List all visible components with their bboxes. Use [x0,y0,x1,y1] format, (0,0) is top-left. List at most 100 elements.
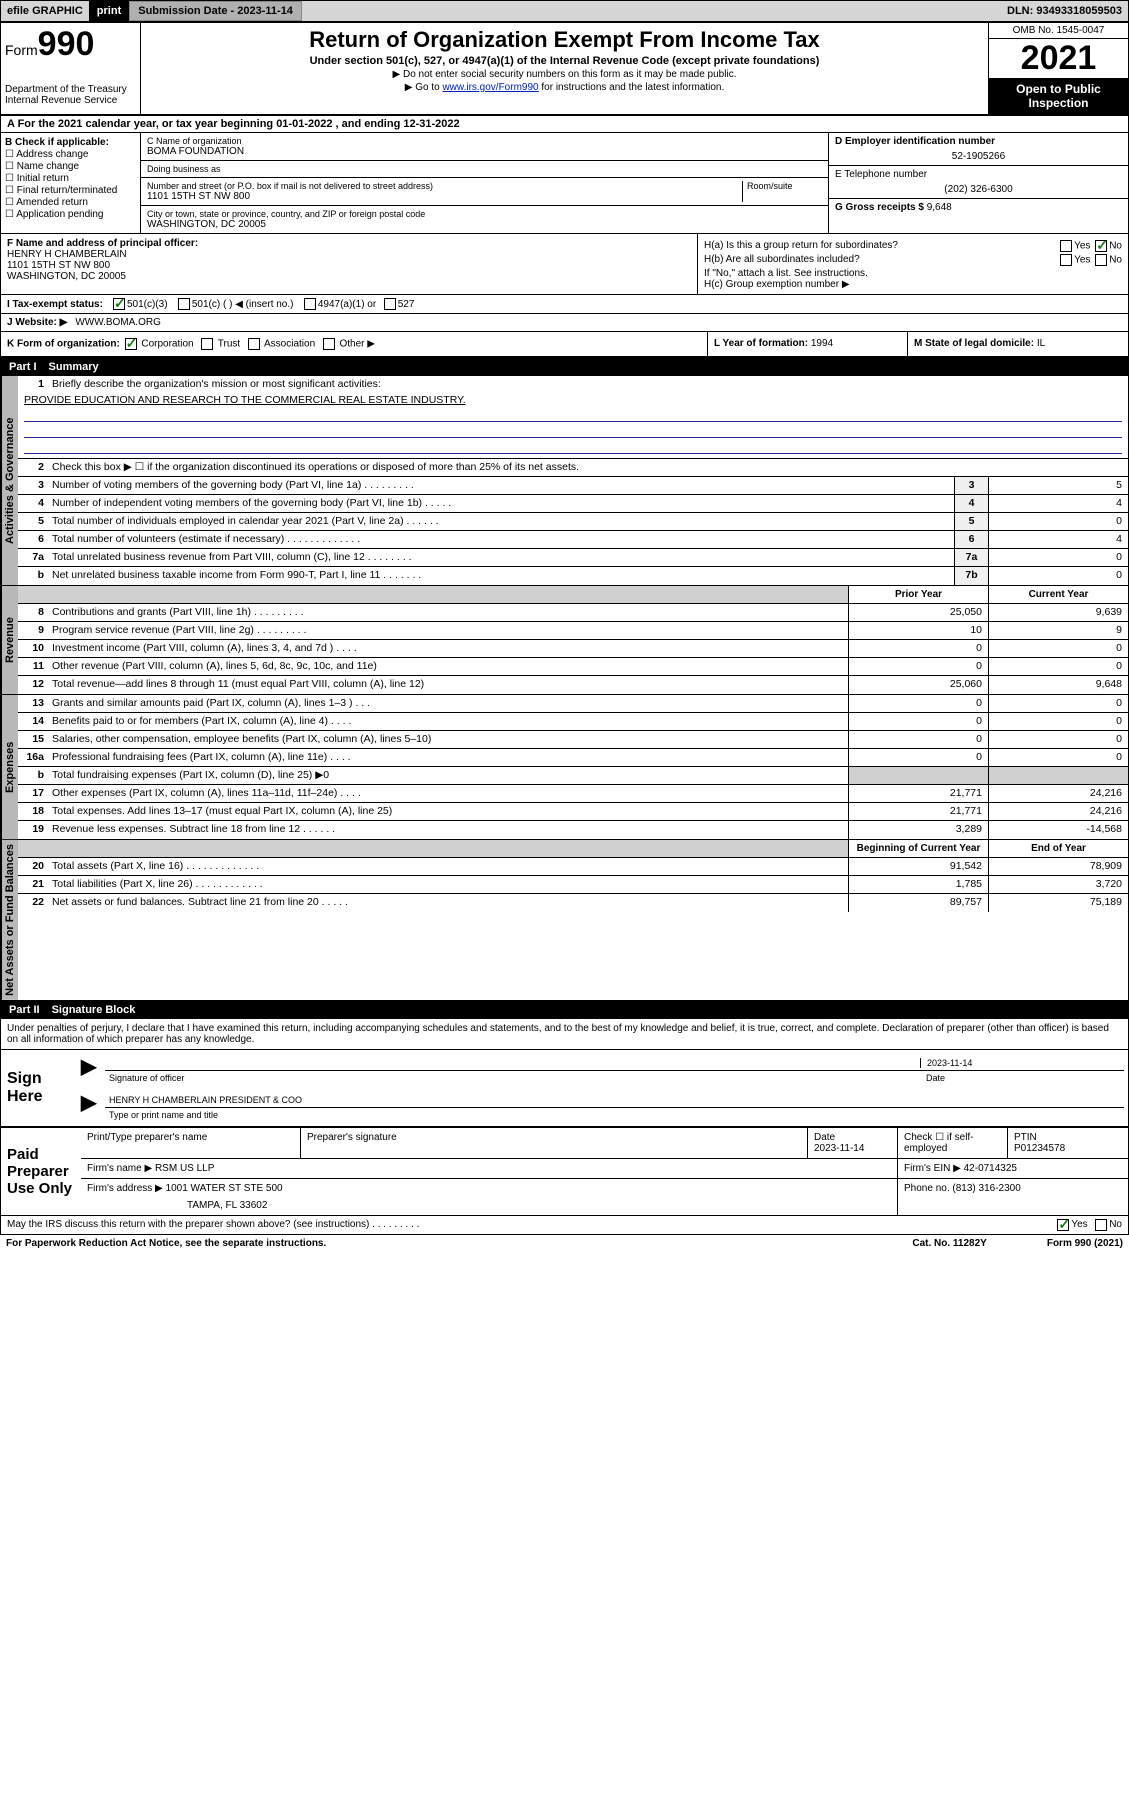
form-number: 990 [38,25,95,63]
p-name-label: Print/Type preparer's name [81,1128,301,1158]
firm-addr2: TAMPA, FL 33602 [187,1200,891,1211]
tab-net-assets: Net Assets or Fund Balances [1,840,18,1000]
row-m-state: M State of legal domicile: IL [908,332,1128,356]
sig-name: HENRY H CHAMBERLAIN PRESIDENT & COO [109,1095,1120,1105]
footer-left: For Paperwork Reduction Act Notice, see … [6,1238,326,1249]
paid-preparer-label: Paid Preparer Use Only [1,1128,81,1215]
tab-governance: Activities & Governance [1,376,18,585]
form-title: Return of Organization Exempt From Incom… [149,27,980,53]
table-row: 3 Number of voting members of the govern… [18,477,1128,495]
form-label: Form [5,42,38,58]
row-i-tax-status: I Tax-exempt status: 501(c)(3) 501(c) ( … [1,295,1128,314]
form-subtitle: Under section 501(c), 527, or 4947(a)(1)… [149,55,980,67]
table-row: 6 Total number of volunteers (estimate i… [18,531,1128,549]
sign-arrow-icon: ▶ [81,1054,96,1079]
efile-label: efile GRAPHIC [1,3,89,19]
room-label: Room/suite [747,181,822,191]
firm-ein: 42-0714325 [964,1163,1017,1174]
chk-address-change[interactable]: ☐ Address change [5,149,136,160]
line-1-label: Briefly describe the organization's miss… [48,376,1128,392]
table-row: 14 Benefits paid to or for members (Part… [18,713,1128,731]
table-row: 9 Program service revenue (Part VIII, li… [18,622,1128,640]
hb-note: If "No," attach a list. See instructions… [704,268,1122,279]
signature-intro: Under penalties of perjury, I declare th… [1,1019,1128,1049]
city-label: City or town, state or province, country… [147,209,822,219]
p-date-label: Date [814,1132,891,1143]
bottom-footer: For Paperwork Reduction Act Notice, see … [0,1235,1129,1252]
table-row: 13 Grants and similar amounts paid (Part… [18,695,1128,713]
table-row: 21 Total liabilities (Part X, line 26) .… [18,876,1128,894]
part-2-header: Part II Signature Block [1,1001,1128,1019]
paid-preparer-row: Paid Preparer Use Only Print/Type prepar… [1,1126,1128,1215]
footer-mid: Cat. No. 11282Y [912,1238,986,1249]
p-date: 2023-11-14 [814,1143,891,1154]
row-l-year: L Year of formation: 1994 [708,332,908,356]
row-a-tax-year: A For the 2021 calendar year, or tax yea… [1,116,1128,133]
table-row: 22 Net assets or fund balances. Subtract… [18,894,1128,912]
instructions-link[interactable]: www.irs.gov/Form990 [442,82,538,93]
row-i-label: I Tax-exempt status: [7,299,103,310]
hc-label: H(c) Group exemption number ▶ [704,279,1122,290]
chk-amended-return[interactable]: ☐ Amended return [5,197,136,208]
hb-no-checkbox[interactable] [1095,254,1107,266]
chk-501c3[interactable] [113,298,125,310]
org-name-label: C Name of organization [147,136,822,146]
dept-label: Department of the Treasury Internal Reve… [5,84,136,106]
phone-label: E Telephone number [835,169,1122,180]
dba-label: Doing business as [147,164,822,174]
form-header: Form990 Department of the Treasury Inter… [1,23,1128,116]
ha-no-checkbox[interactable] [1095,240,1107,252]
col-h-group: H(a) Is this a group return for subordin… [698,234,1128,294]
sig-date: 2023-11-14 [920,1058,1120,1068]
table-row: 19 Revenue less expenses. Subtract line … [18,821,1128,839]
col-b-checkboxes: B Check if applicable: ☐ Address change … [1,133,141,233]
addr-label: Number and street (or P.O. box if mail i… [147,181,742,191]
officer-addr2: WASHINGTON, DC 20005 [7,271,691,282]
table-row: 5 Total number of individuals employed i… [18,513,1128,531]
revenue-header: Prior Year Current Year [18,586,1128,604]
section-net-assets: Net Assets or Fund Balances Beginning of… [1,840,1128,1001]
p-ptin: P01234578 [1014,1143,1122,1154]
p-check-label: Check ☐ if self-employed [898,1128,1008,1158]
form-note-1: ▶ Do not enter social security numbers o… [149,69,980,80]
col-b-label: B Check if applicable: [5,137,136,148]
print-button[interactable]: print [89,1,129,21]
firm-phone-label: Phone no. [904,1183,950,1194]
chk-name-change[interactable]: ☐ Name change [5,161,136,172]
chk-corporation[interactable] [125,338,137,350]
sign-here-label: Sign Here [1,1050,81,1126]
table-row: 16a Professional fundraising fees (Part … [18,749,1128,767]
section-revenue: Revenue Prior Year Current Year 8 Contri… [1,586,1128,695]
tab-expenses: Expenses [1,695,18,839]
gross-receipts-label: G Gross receipts $ [835,202,924,213]
chk-application-pending[interactable]: ☐ Application pending [5,209,136,220]
col-f-officer: F Name and address of principal officer:… [1,234,698,294]
addr-value: 1101 15TH ST NW 800 [147,191,742,202]
chk-association[interactable] [248,338,260,350]
gross-receipts-value: 9,648 [927,202,952,213]
website-value: WWW.BOMA.ORG [75,317,161,328]
line-2-text: Check this box ▶ ☐ if the organization d… [48,459,1128,476]
chk-other[interactable] [323,338,335,350]
chk-4947[interactable] [304,298,316,310]
officer-label: F Name and address of principal officer: [7,238,691,249]
header-left: Form990 Department of the Treasury Inter… [1,23,141,114]
phone-value: (202) 326-6300 [835,184,1122,195]
table-row: 10 Investment income (Part VIII, column … [18,640,1128,658]
chk-501c[interactable] [178,298,190,310]
ha-yes-checkbox[interactable] [1060,240,1072,252]
hb-yes-checkbox[interactable] [1060,254,1072,266]
table-row: 20 Total assets (Part X, line 16) . . . … [18,858,1128,876]
p-ptin-label: PTIN [1014,1132,1122,1143]
chk-trust[interactable] [201,338,213,350]
part-1-header: Part I Summary [1,358,1128,376]
chk-initial-return[interactable]: ☐ Initial return [5,173,136,184]
ein-value: 52-1905266 [835,151,1122,162]
table-row: 15 Salaries, other compensation, employe… [18,731,1128,749]
chk-527[interactable] [384,298,396,310]
submission-date-button[interactable]: Submission Date - 2023-11-14 [129,1,302,21]
may-irs-yes-checkbox[interactable] [1057,1219,1069,1231]
may-irs-no-checkbox[interactable] [1095,1219,1107,1231]
table-row: b Total fundraising expenses (Part IX, c… [18,767,1128,785]
chk-final-return[interactable]: ☐ Final return/terminated [5,185,136,196]
